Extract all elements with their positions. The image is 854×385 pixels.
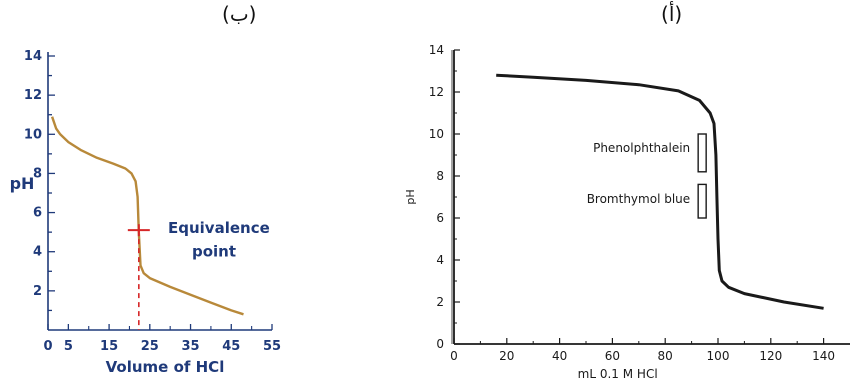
panel-label-right: (أ) <box>661 2 683 26</box>
left-y-tick-label: 12 <box>24 88 42 103</box>
right-x-tick-label: 120 <box>759 349 782 363</box>
right-x-axis-label: mL 0.1 M HCl <box>578 367 658 381</box>
right-y-tick-label: 10 <box>429 127 444 141</box>
left-annotation-layer: Equivalence point <box>127 219 270 330</box>
left-x-tick-label: 15 <box>100 339 118 354</box>
right-x-tick-label: 100 <box>707 349 730 363</box>
left-y-tick-label: 10 <box>24 127 42 142</box>
left-titration-curve <box>50 116 244 316</box>
left-axes: 2 4 6 8 10 12 14 0 5 15 25 35 45 55 pH Volume of HCl <box>10 49 281 376</box>
right-y-tick-label: 14 <box>429 43 444 57</box>
equivalence-label: Equivalence <box>168 219 270 237</box>
phenolphthalein-range-bar <box>697 133 707 173</box>
bromthymol-blue-range-bar <box>697 183 707 219</box>
left-x-axis-label: Volume of HCl <box>106 358 225 376</box>
right-titration-curve <box>496 73 824 310</box>
left-y-tick-label: 6 <box>33 206 42 221</box>
phenolphthalein-label: Phenolphthalein <box>593 141 690 155</box>
panel-label-left: (ب) <box>222 2 257 26</box>
left-y-tick-label: 14 <box>24 49 42 64</box>
left-y-tick-label: 8 <box>33 166 42 181</box>
left-x-tick-label: 5 <box>64 339 73 354</box>
right-y-axis-label: pH <box>404 189 417 204</box>
left-y-tick-label: 4 <box>33 245 42 260</box>
left-x-tick-label: 35 <box>181 339 199 354</box>
right-y-tick-label: 4 <box>436 253 444 267</box>
right-y-tick-label: 6 <box>436 211 444 225</box>
left-curve-layer <box>50 116 244 316</box>
right-x-tick-label: 140 <box>812 349 835 363</box>
right-x-tick-label: 0 <box>450 349 458 363</box>
right-x-tick-label: 80 <box>658 349 673 363</box>
bromthymol-blue-label: Bromthymol blue <box>587 192 690 206</box>
right-y-tick-label: 8 <box>436 169 444 183</box>
point-label: point <box>192 243 236 261</box>
right-y-tick-label: 12 <box>429 85 444 99</box>
left-y-tick-label: 2 <box>33 284 42 299</box>
left-x-tick-label: 55 <box>263 339 281 354</box>
right-indicator-layer: Phenolphthalein Bromthymol blue <box>587 133 707 219</box>
right-x-tick-label: 40 <box>552 349 567 363</box>
left-y-axis-label: pH <box>10 174 35 193</box>
right-y-tick-label: 2 <box>436 295 444 309</box>
left-x-tick-label: 45 <box>222 339 240 354</box>
left-x-tick-label: 25 <box>141 339 159 354</box>
left-x-tick-label: 0 <box>43 339 52 354</box>
right-y-tick-label: 0 <box>436 337 444 351</box>
right-curve-layer <box>496 73 824 310</box>
right-x-tick-label: 20 <box>499 349 514 363</box>
right-x-tick-label: 60 <box>605 349 620 363</box>
